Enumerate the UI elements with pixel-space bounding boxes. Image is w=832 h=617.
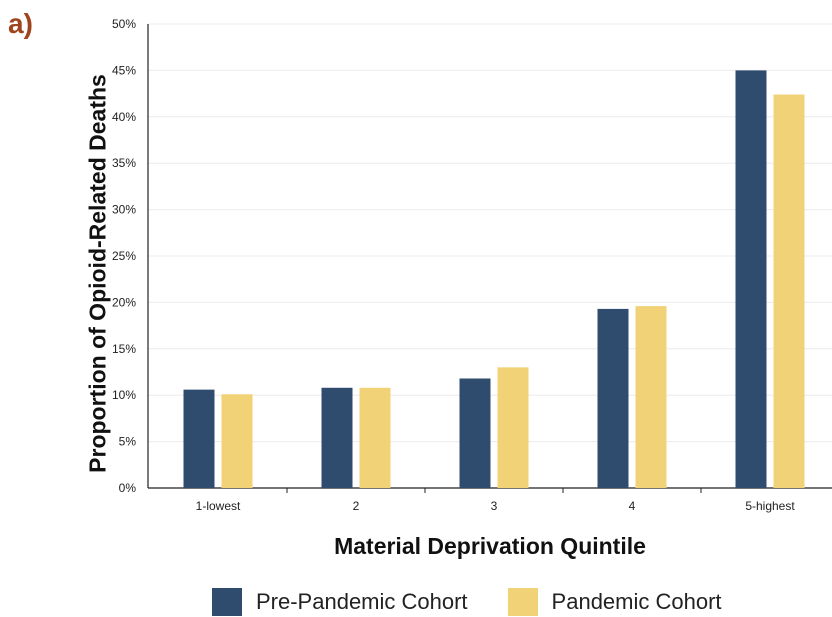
y-tick-label: 20% [112,295,136,309]
legend-label-pre-pandemic: Pre-Pandemic Cohort [256,589,468,614]
legend-item-pre-pandemic: Pre-Pandemic Cohort [212,588,468,616]
y-tick-label: 40% [112,110,136,124]
y-tick-label: 0% [119,481,137,495]
bar-pre-pandemic [597,308,629,488]
y-tick-label: 15% [112,342,136,356]
x-tick-label: 4 [629,499,636,513]
legend-swatch-pre-pandemic [212,588,242,616]
bar-pandemic [497,367,529,488]
legend-item-pandemic: Pandemic Cohort [507,588,722,616]
bar-pandemic [359,387,391,488]
x-tick-label: 2 [353,499,360,513]
legend-swatch-pandemic [507,588,538,616]
panel-label: a) [8,8,33,39]
y-tick-label: 35% [112,156,136,170]
legend-label-pandemic: Pandemic Cohort [551,589,722,614]
bar-pandemic [773,94,805,488]
y-tick-label: 30% [112,203,136,217]
y-tick-label: 25% [112,249,136,263]
x-tick-label: 3 [491,499,498,513]
bar-pandemic [221,394,253,488]
legend: Pre-Pandemic Cohort Pandemic Cohort [212,588,762,616]
y-tick-label: 5% [119,435,137,449]
bar-pre-pandemic [459,378,491,488]
bar-pandemic [635,306,667,488]
x-tick-label: 5-highest [745,499,795,513]
y-tick-label: 50% [112,17,136,31]
bar-pre-pandemic [321,387,353,488]
bar-pre-pandemic [735,70,767,489]
x-axis-label: Material Deprivation Quintile [334,533,646,559]
y-tick-label: 10% [112,388,136,402]
bar-pre-pandemic [183,389,215,488]
x-tick-label: 1-lowest [196,499,241,513]
y-tick-label: 45% [112,63,136,77]
